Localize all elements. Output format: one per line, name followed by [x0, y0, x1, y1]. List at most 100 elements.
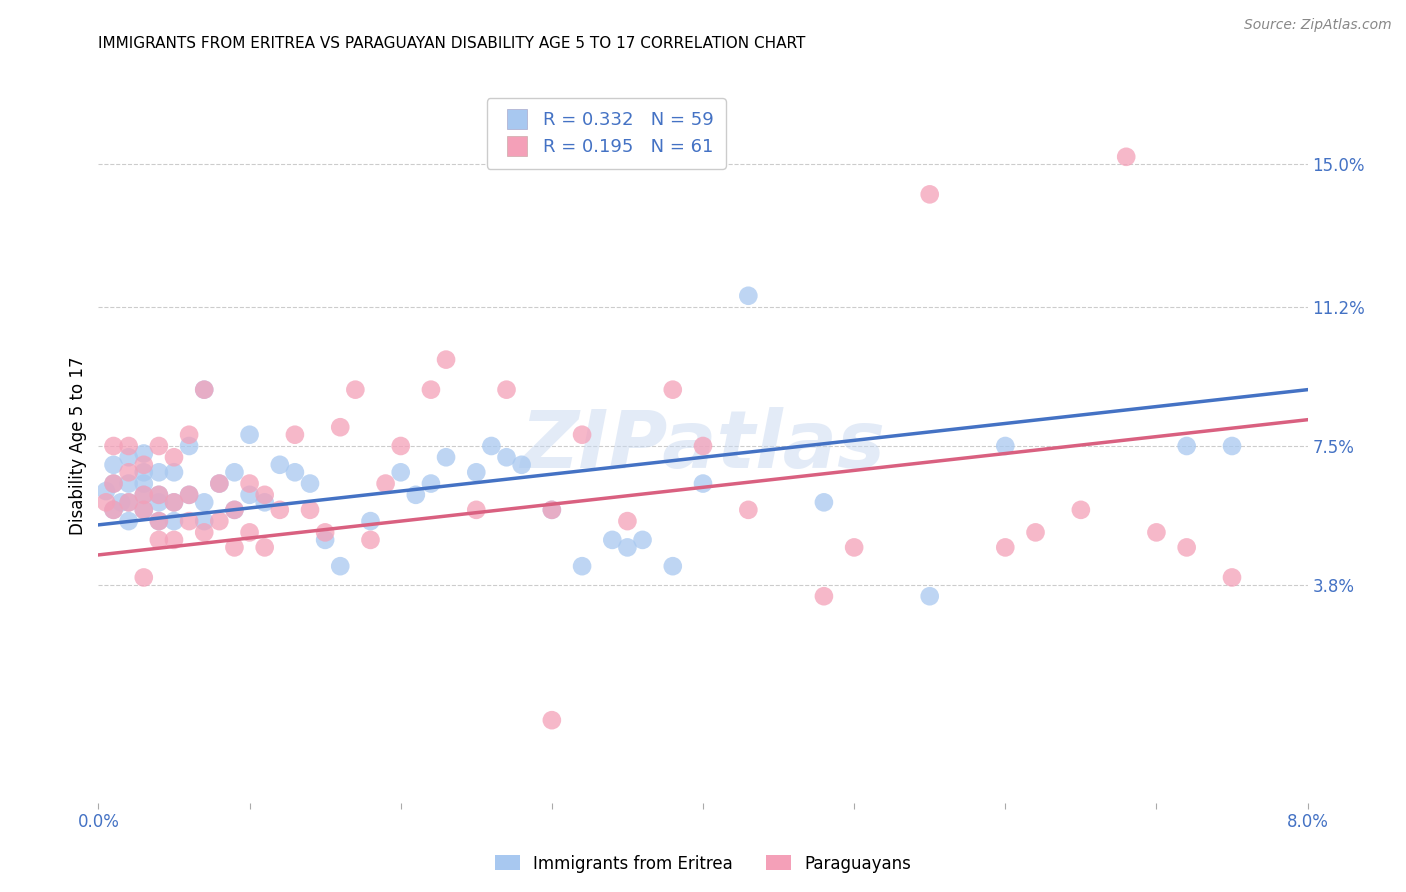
Point [1146, 525, 1168, 540]
Point [118, 439, 141, 453]
Point [208, 476, 231, 491]
Point [179, 427, 201, 442]
Point [1220, 570, 1243, 584]
Point [103, 458, 125, 472]
Point [737, 503, 759, 517]
Point [132, 446, 155, 460]
Point [118, 514, 141, 528]
Point [239, 427, 262, 442]
Point [118, 476, 141, 491]
Point [132, 570, 155, 584]
Point [299, 476, 322, 491]
Point [284, 465, 307, 479]
Point [284, 427, 307, 442]
Point [148, 488, 170, 502]
Point [132, 488, 155, 502]
Point [314, 525, 336, 540]
Point [344, 383, 367, 397]
Point [616, 541, 638, 555]
Point [132, 465, 155, 479]
Point [103, 476, 125, 491]
Point [465, 503, 488, 517]
Point [224, 465, 246, 479]
Point [434, 352, 457, 367]
Point [148, 514, 170, 528]
Point [103, 439, 125, 453]
Point [571, 427, 593, 442]
Point [208, 514, 231, 528]
Point [269, 458, 291, 472]
Point [1025, 525, 1047, 540]
Point [118, 450, 141, 465]
Point [540, 503, 562, 517]
Point [148, 533, 170, 547]
Point [163, 495, 186, 509]
Point [314, 533, 336, 547]
Point [269, 503, 291, 517]
Point [631, 533, 654, 547]
Point [253, 541, 276, 555]
Point [844, 541, 866, 555]
Point [495, 450, 517, 465]
Point [360, 514, 382, 528]
Point [94, 484, 117, 499]
Point [193, 525, 215, 540]
Point [163, 465, 186, 479]
Point [420, 476, 443, 491]
Point [692, 476, 714, 491]
Point [193, 383, 215, 397]
Point [1175, 541, 1198, 555]
Point [616, 514, 638, 528]
Point [661, 559, 683, 574]
Point [103, 503, 125, 517]
Point [571, 559, 593, 574]
Point [163, 450, 186, 465]
Point [208, 476, 231, 491]
Point [299, 503, 322, 517]
Point [360, 533, 382, 547]
Point [193, 514, 215, 528]
Y-axis label: Disability Age 5 to 17: Disability Age 5 to 17 [69, 357, 87, 535]
Point [239, 525, 262, 540]
Point [389, 465, 412, 479]
Legend: R = 0.332   N = 59, R = 0.195   N = 61: R = 0.332 N = 59, R = 0.195 N = 61 [486, 98, 725, 169]
Point [118, 465, 141, 479]
Point [737, 289, 759, 303]
Point [1070, 503, 1092, 517]
Point [224, 503, 246, 517]
Point [132, 458, 155, 472]
Text: ZIPatlas: ZIPatlas [520, 407, 886, 485]
Point [918, 187, 941, 202]
Point [148, 514, 170, 528]
Point [193, 383, 215, 397]
Point [602, 533, 624, 547]
Point [329, 420, 352, 434]
Point [239, 488, 262, 502]
Point [918, 589, 941, 603]
Point [110, 495, 132, 509]
Text: IMMIGRANTS FROM ERITREA VS PARAGUAYAN DISABILITY AGE 5 TO 17 CORRELATION CHART: IMMIGRANTS FROM ERITREA VS PARAGUAYAN DI… [98, 36, 806, 51]
Legend: Immigrants from Eritrea, Paraguayans: Immigrants from Eritrea, Paraguayans [488, 848, 918, 880]
Point [1115, 150, 1137, 164]
Point [179, 488, 201, 502]
Point [148, 495, 170, 509]
Point [374, 476, 396, 491]
Point [540, 713, 562, 727]
Point [420, 383, 443, 397]
Point [132, 476, 155, 491]
Point [94, 495, 117, 509]
Point [389, 439, 412, 453]
Point [465, 465, 488, 479]
Point [994, 439, 1017, 453]
Point [329, 559, 352, 574]
Point [132, 503, 155, 517]
Point [253, 488, 276, 502]
Point [118, 495, 141, 509]
Point [148, 465, 170, 479]
Point [994, 541, 1017, 555]
Point [163, 495, 186, 509]
Point [179, 488, 201, 502]
Point [239, 476, 262, 491]
Point [1175, 439, 1198, 453]
Point [1220, 439, 1243, 453]
